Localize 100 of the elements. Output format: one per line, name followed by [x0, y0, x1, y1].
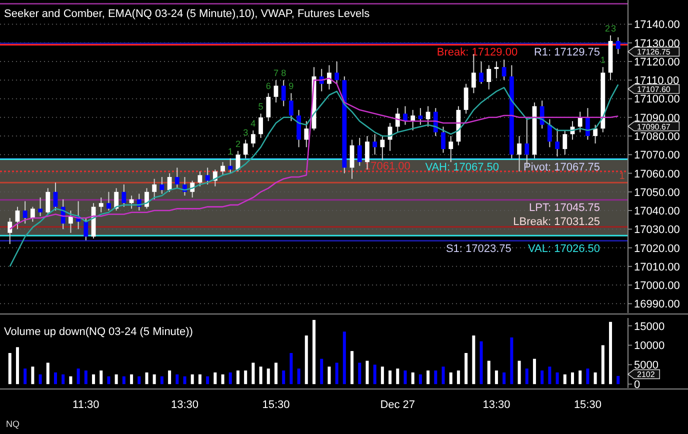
- bar: [586, 368, 590, 384]
- bar: [221, 374, 224, 384]
- annotation: 2: [605, 23, 610, 34]
- candlestick: [418, 108, 423, 126]
- bar: [578, 370, 582, 384]
- bar: [198, 374, 202, 384]
- bar: [122, 376, 126, 384]
- candlestick: [494, 60, 499, 79]
- bar: [312, 320, 316, 384]
- candlestick: [578, 111, 582, 133]
- y-tick-label: 5000: [634, 360, 658, 372]
- candlestick: [479, 60, 484, 84]
- bar: [84, 370, 88, 384]
- candlestick: [46, 188, 50, 215]
- bar: [532, 358, 536, 384]
- y-tick-label: 17140.00: [634, 19, 680, 32]
- bar: [145, 372, 148, 384]
- bar: [510, 337, 514, 384]
- candlestick: [334, 60, 340, 84]
- y-tick-label: 17050.00: [634, 186, 680, 199]
- y-tick-label: 17070.00: [634, 150, 680, 162]
- bar: [24, 368, 27, 384]
- bar: [228, 372, 232, 384]
- ref-line-label: LBreak: 17031.25: [513, 216, 600, 228]
- annotation: 6: [266, 81, 271, 92]
- bar: [46, 362, 50, 384]
- bar: [616, 376, 620, 384]
- bar: [472, 336, 476, 384]
- candlestick: [403, 106, 408, 126]
- bar: [456, 370, 460, 384]
- bar: [320, 358, 324, 384]
- y-tick-label: 17130.00: [634, 38, 680, 50]
- candlestick: [144, 188, 149, 210]
- candlestick: [84, 217, 88, 241]
- y-tick-label: 17000.00: [634, 280, 680, 292]
- candlestick: [106, 191, 111, 212]
- bar: [525, 368, 528, 384]
- ref-line-label: VAH: 17067.50: [425, 161, 499, 174]
- annotation: 3: [243, 128, 248, 138]
- bar: [494, 370, 498, 384]
- bar: [100, 370, 103, 384]
- bar: [418, 374, 422, 384]
- candlestick: [555, 128, 560, 157]
- candlestick: [250, 130, 256, 148]
- text: 17126.75: [637, 48, 671, 57]
- candlestick: [228, 158, 233, 174]
- ref-line-label: Break: 17129.00: [436, 46, 518, 59]
- x-tick-label: 13:30: [170, 399, 199, 411]
- candlestick: [266, 92, 271, 122]
- bar: [518, 360, 521, 384]
- bar: [601, 345, 604, 384]
- y-tick-label: 15000: [634, 320, 665, 333]
- bar: [487, 360, 490, 384]
- candlestick: [98, 196, 104, 213]
- candlestick: [372, 134, 378, 156]
- bar: [183, 376, 186, 384]
- candlestick: [357, 137, 362, 166]
- annotation: 8: [281, 68, 286, 78]
- annotation: 1: [600, 55, 606, 66]
- candlestick: [30, 206, 35, 222]
- y-tick-label: 17010.00: [634, 261, 680, 274]
- ref-line-label: Pivot: 17067.75: [524, 161, 600, 174]
- candlestick: [304, 120, 309, 148]
- bar: [434, 370, 438, 384]
- candlestick: [281, 80, 286, 107]
- candlestick: [486, 64, 492, 90]
- bar: [396, 368, 400, 384]
- bar: [114, 374, 118, 384]
- y-tick-label: 16990.00: [634, 298, 680, 311]
- bar: [138, 376, 141, 384]
- candlestick: [547, 118, 552, 148]
- bar: [594, 372, 597, 384]
- bar: [236, 370, 240, 384]
- bar: [297, 368, 300, 384]
- candlestick: [22, 200, 28, 224]
- y-tick-label: 17080.00: [634, 131, 680, 144]
- bar: [426, 370, 430, 384]
- text: 2102: [637, 370, 656, 380]
- bar: [190, 374, 194, 384]
- candlestick: [502, 59, 506, 81]
- candlestick: [53, 182, 58, 212]
- bar: [38, 374, 42, 384]
- candlestick: [205, 167, 210, 185]
- bar: [449, 372, 452, 384]
- bar: [502, 372, 506, 384]
- text: Volume up down(NQ 03-24 (5 Minute)): [4, 326, 193, 338]
- candlestick: [350, 139, 354, 180]
- annotation: 5: [258, 102, 264, 112]
- bar: [342, 332, 346, 384]
- x-tick-label: 13:30: [482, 399, 510, 411]
- bar: [274, 362, 278, 384]
- candlestick: [38, 196, 42, 217]
- ref-line-label: LPT: 17045.75: [529, 202, 600, 214]
- bar: [540, 370, 544, 384]
- annotation: 7: [273, 68, 278, 78]
- bar: [609, 322, 612, 384]
- bar: [556, 372, 559, 384]
- annotation: 9: [288, 81, 294, 92]
- candlestick: [220, 162, 225, 176]
- candlestick: [152, 178, 157, 200]
